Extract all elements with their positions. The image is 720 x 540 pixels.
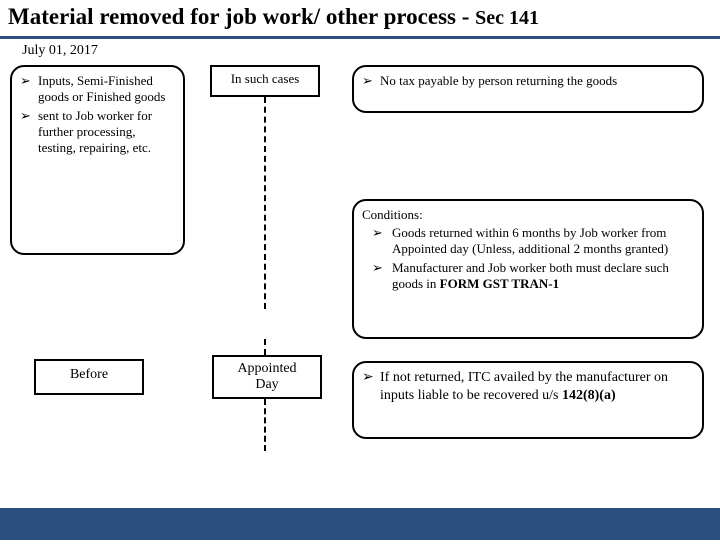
itc-prefix: If not returned, ITC availed by the manu… — [380, 370, 668, 403]
left-inputs-list: Inputs, Semi-Finished goods or Finished … — [20, 73, 175, 156]
conditions-title: Conditions: — [362, 207, 694, 223]
left-inputs-box: Inputs, Semi-Finished goods or Finished … — [10, 65, 185, 255]
timeline-dash-2 — [264, 339, 266, 355]
no-tax-list: No tax payable by person returning the g… — [362, 73, 694, 89]
timeline-dash-1 — [264, 97, 266, 309]
conditions-item-2-bold: FORM GST TRAN-1 — [440, 276, 559, 291]
page-title-sub: Sec 141 — [475, 7, 539, 29]
itc-item: If not returned, ITC availed by the manu… — [362, 369, 694, 404]
in-such-cases-box: In such cases — [210, 65, 320, 97]
itc-list: If not returned, ITC availed by the manu… — [362, 369, 694, 404]
conditions-list: Goods returned within 6 months by Job wo… — [372, 225, 694, 292]
itc-recovery-box: If not returned, ITC availed by the manu… — [352, 361, 704, 439]
before-box: Before — [34, 359, 144, 395]
july-date-label: July 01, 2017 — [22, 43, 98, 58]
appointed-line1: Appointed — [237, 361, 296, 376]
no-tax-item: No tax payable by person returning the g… — [362, 73, 694, 89]
title-bar: Material removed for job work/ other pro… — [0, 0, 720, 39]
before-label: Before — [70, 367, 108, 382]
conditions-item-2: Manufacturer and Job worker both must de… — [372, 260, 694, 293]
timeline-dash-3 — [264, 399, 266, 451]
appointed-day-box: Appointed Day — [212, 355, 322, 399]
footer-band — [0, 508, 720, 540]
no-tax-box: No tax payable by person returning the g… — [352, 65, 704, 113]
appointed-line2: Day — [255, 377, 278, 392]
content-area: Inputs, Semi-Finished goods or Finished … — [0, 39, 720, 507]
conditions-item-1: Goods returned within 6 months by Job wo… — [372, 225, 694, 258]
in-such-cases-label: In such cases — [231, 71, 300, 86]
page-title-main: Material removed for job work/ other pro… — [8, 4, 456, 29]
conditions-box: Conditions: Goods returned within 6 mont… — [352, 199, 704, 339]
left-item-2: sent to Job worker for further processin… — [20, 108, 175, 157]
left-item-1: Inputs, Semi-Finished goods or Finished … — [20, 73, 175, 106]
page-title-sep: - — [456, 4, 475, 29]
itc-bold: 142(8)(a) — [562, 388, 616, 403]
